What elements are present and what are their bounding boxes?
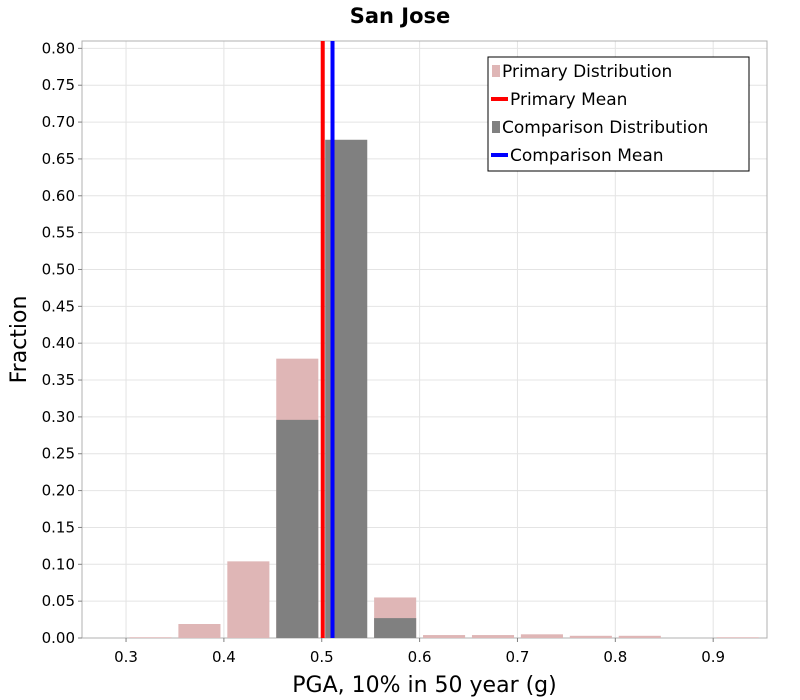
legend-label: Comparison Distribution bbox=[502, 118, 708, 138]
y-tick-label: 0.10 bbox=[42, 555, 75, 573]
x-axis-label: PGA, 10% in 50 year (g) bbox=[292, 673, 556, 698]
legend-swatch bbox=[492, 121, 500, 133]
primary-bar bbox=[227, 561, 270, 638]
primary-bar bbox=[129, 637, 172, 638]
y-tick-label: 0.50 bbox=[42, 260, 75, 278]
legend-label: Primary Distribution bbox=[502, 62, 672, 82]
y-tick-label: 0.80 bbox=[42, 39, 75, 57]
x-tick-label: 0.3 bbox=[114, 648, 138, 666]
y-tick-label: 0.45 bbox=[42, 297, 75, 315]
y-tick-label: 0.40 bbox=[42, 334, 75, 352]
primary-bar bbox=[471, 635, 515, 638]
x-tick-label: 0.7 bbox=[506, 648, 530, 666]
y-axis-ticks: 0.00 0.05 0.10 0.15 0.20 0.25 0.30 0.35 0.40 0.45… bbox=[42, 39, 82, 647]
y-tick-label: 0.70 bbox=[42, 113, 75, 131]
y-tick-label: 0.05 bbox=[42, 592, 75, 610]
y-tick-label: 0.30 bbox=[42, 408, 75, 426]
y-tick-label: 0.55 bbox=[42, 224, 75, 242]
chart-title: San Jose bbox=[350, 4, 451, 28]
primary-bar bbox=[716, 637, 759, 638]
y-tick-label: 0.60 bbox=[42, 187, 75, 205]
y-tick-label: 0.35 bbox=[42, 371, 75, 389]
primary-bar bbox=[520, 634, 563, 638]
x-tick-label: 0.5 bbox=[310, 648, 334, 666]
x-axis-ticks: 0.3 0.4 0.5 0.6 0.7 0.8 0.9 bbox=[114, 638, 725, 666]
y-tick-label: 0.75 bbox=[42, 76, 75, 94]
y-tick-label: 0.00 bbox=[42, 629, 75, 647]
primary-bar bbox=[569, 635, 612, 638]
legend-label: Primary Mean bbox=[510, 90, 627, 110]
legend-label: Comparison Mean bbox=[510, 146, 664, 166]
legend-swatch bbox=[492, 65, 500, 77]
y-tick-label: 0.20 bbox=[42, 482, 75, 500]
mean-lines bbox=[320, 41, 335, 638]
legend: Primary Distribution Primary Mean Comparis… bbox=[487, 56, 750, 172]
x-tick-label: 0.9 bbox=[701, 648, 725, 666]
y-axis-label: Fraction bbox=[7, 296, 32, 384]
x-tick-label: 0.4 bbox=[212, 648, 236, 666]
legend-box bbox=[487, 56, 750, 172]
x-tick-label: 0.6 bbox=[408, 648, 432, 666]
primary-bar bbox=[178, 623, 221, 638]
y-tick-label: 0.15 bbox=[42, 518, 75, 536]
primary-bar bbox=[618, 635, 661, 638]
y-tick-label: 0.25 bbox=[42, 445, 75, 463]
comparison-bar bbox=[276, 419, 319, 638]
x-tick-label: 0.8 bbox=[603, 648, 627, 666]
comparison-bar bbox=[374, 618, 417, 638]
primary-bar bbox=[423, 635, 466, 638]
y-tick-label: 0.65 bbox=[42, 150, 75, 168]
